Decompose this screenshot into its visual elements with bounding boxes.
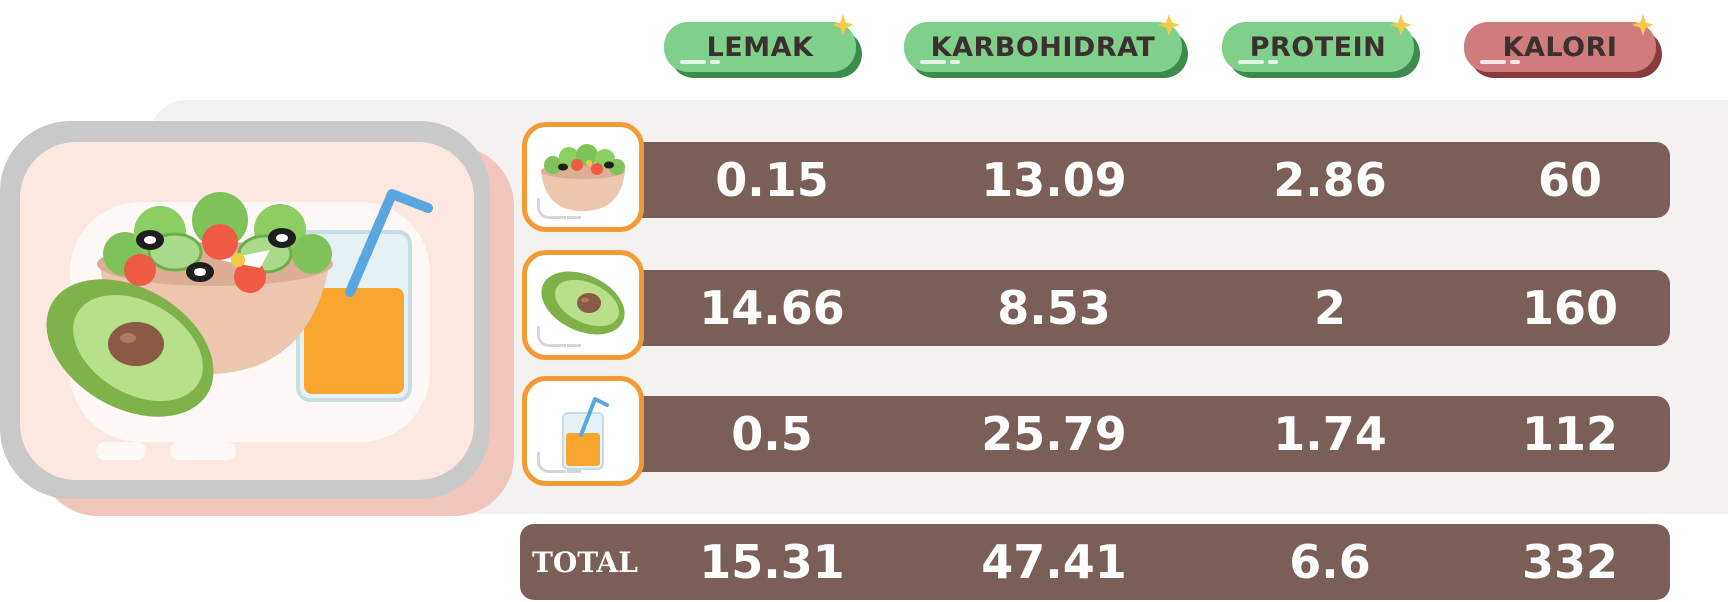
cell-protein: 2.86 [1273,153,1387,207]
cell-lemak: 14.66 [699,281,845,335]
thumb-juice [522,376,644,486]
thumb-avocado [522,250,644,360]
header-lemak-label: LEMAK [664,22,856,72]
cell-kalori: 60 [1537,153,1602,207]
sparkle-icon [832,14,854,36]
cell-lemak: 0.5 [731,407,813,461]
cell-lemak: 0.15 [715,153,829,207]
cell-protein: 1.74 [1273,407,1387,461]
total-row: TOTAL 15.31 47.41 6.6 332 [520,524,1670,600]
header-lemak: LEMAK [664,14,862,78]
sparkle-icon [1158,14,1180,36]
table-row: 0.15 13.09 2.86 60 [598,142,1670,218]
sparkle-icon [1390,14,1412,36]
total-lemak: 15.31 [699,535,845,589]
cell-karbohidrat: 25.79 [981,407,1127,461]
cell-protein: 2 [1313,281,1346,335]
meal-illustration-icon [46,189,433,460]
total-label: TOTAL [532,546,638,579]
header-protein: PROTEIN [1222,14,1420,78]
total-karbohidrat: 47.41 [981,535,1127,589]
header-protein-label: PROTEIN [1222,22,1414,72]
header-kalori-label: KALORI [1464,22,1656,72]
hero-meal-illustration [20,142,474,480]
table-row: 14.66 8.53 2 160 [598,270,1670,346]
header-kalori: KALORI [1464,14,1662,78]
cell-karbohidrat: 13.09 [981,153,1127,207]
sparkle-icon [1632,14,1654,36]
total-protein: 6.6 [1289,535,1371,589]
cell-karbohidrat: 8.53 [997,281,1111,335]
table-row: 0.5 25.79 1.74 112 [598,396,1670,472]
cell-kalori: 112 [1521,407,1619,461]
orange-juice-icon [562,397,609,470]
header-karbohidrat: KARBOHIDRAT [904,14,1188,78]
cell-kalori: 160 [1521,281,1619,335]
total-kalori: 332 [1521,535,1619,589]
header-karbohidrat-label: KARBOHIDRAT [904,22,1182,72]
thumb-salad [522,122,644,232]
avocado-icon [541,271,625,335]
